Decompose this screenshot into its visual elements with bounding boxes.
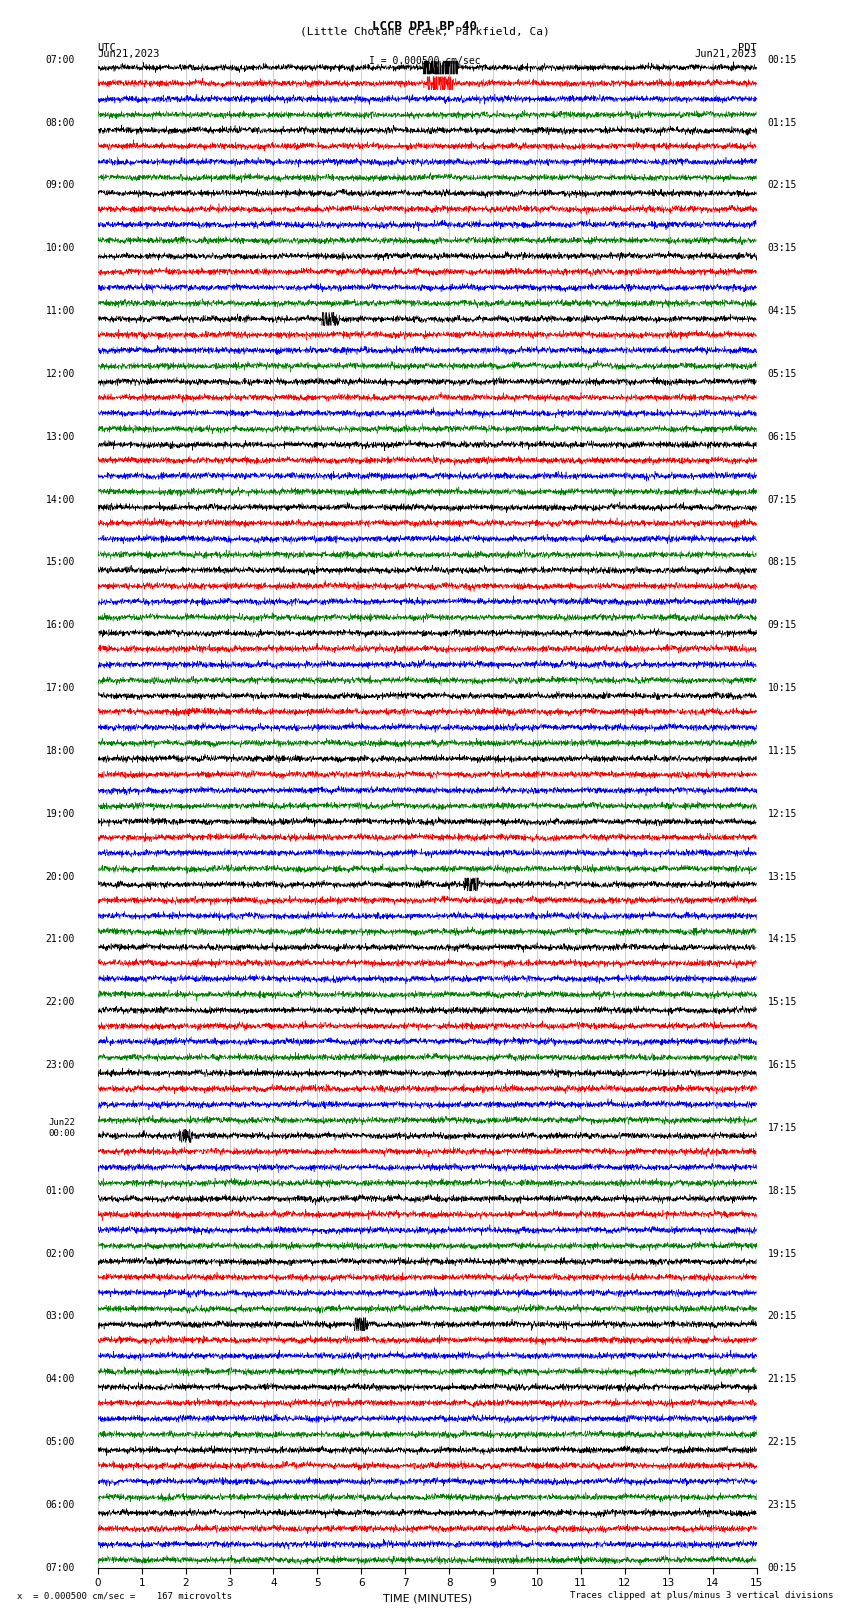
Text: 19:15: 19:15 <box>768 1248 796 1258</box>
Text: Traces clipped at plus/minus 3 vertical divisions: Traces clipped at plus/minus 3 vertical … <box>570 1590 833 1600</box>
Text: 17:00: 17:00 <box>46 682 75 694</box>
Text: 14:00: 14:00 <box>46 495 75 505</box>
Text: 01:15: 01:15 <box>768 118 796 127</box>
Text: 23:00: 23:00 <box>46 1060 75 1069</box>
Text: 19:00: 19:00 <box>46 808 75 819</box>
Text: 22:00: 22:00 <box>46 997 75 1007</box>
Text: 13:15: 13:15 <box>768 871 796 882</box>
Text: 17:15: 17:15 <box>768 1123 796 1132</box>
Text: 05:00: 05:00 <box>46 1437 75 1447</box>
Text: UTC: UTC <box>98 44 116 53</box>
Text: 11:00: 11:00 <box>46 306 75 316</box>
Text: 07:00: 07:00 <box>46 1563 75 1573</box>
Text: 07:00: 07:00 <box>46 55 75 65</box>
Text: 00:15: 00:15 <box>768 1563 796 1573</box>
Text: 02:00: 02:00 <box>46 1248 75 1258</box>
Text: 11:15: 11:15 <box>768 745 796 756</box>
X-axis label: TIME (MINUTES): TIME (MINUTES) <box>382 1594 472 1603</box>
Text: 12:00: 12:00 <box>46 369 75 379</box>
Text: 14:15: 14:15 <box>768 934 796 945</box>
Text: 18:00: 18:00 <box>46 745 75 756</box>
Text: 02:15: 02:15 <box>768 181 796 190</box>
Text: 10:15: 10:15 <box>768 682 796 694</box>
Text: 21:00: 21:00 <box>46 934 75 945</box>
Text: 13:00: 13:00 <box>46 432 75 442</box>
Text: x  = 0.000500 cm/sec =    167 microvolts: x = 0.000500 cm/sec = 167 microvolts <box>17 1590 232 1600</box>
Text: I = 0.000500 cm/sec: I = 0.000500 cm/sec <box>369 56 481 66</box>
Text: 00:15: 00:15 <box>768 55 796 65</box>
Text: Jun21,2023: Jun21,2023 <box>694 50 756 60</box>
Text: 20:15: 20:15 <box>768 1311 796 1321</box>
Text: 05:15: 05:15 <box>768 369 796 379</box>
Text: Jun21,2023: Jun21,2023 <box>98 50 161 60</box>
Text: 15:00: 15:00 <box>46 558 75 568</box>
Text: 03:00: 03:00 <box>46 1311 75 1321</box>
Text: 18:15: 18:15 <box>768 1186 796 1195</box>
Text: 20:00: 20:00 <box>46 871 75 882</box>
Text: 16:15: 16:15 <box>768 1060 796 1069</box>
Text: 06:15: 06:15 <box>768 432 796 442</box>
Text: (Little Cholane Creek, Parkfield, Ca): (Little Cholane Creek, Parkfield, Ca) <box>300 26 550 37</box>
Text: 23:15: 23:15 <box>768 1500 796 1510</box>
Text: 22:15: 22:15 <box>768 1437 796 1447</box>
Text: Jun22
00:00: Jun22 00:00 <box>48 1118 75 1137</box>
Text: PDT: PDT <box>738 44 756 53</box>
Text: 04:15: 04:15 <box>768 306 796 316</box>
Text: 15:15: 15:15 <box>768 997 796 1007</box>
Text: 10:00: 10:00 <box>46 244 75 253</box>
Text: 06:00: 06:00 <box>46 1500 75 1510</box>
Text: 08:00: 08:00 <box>46 118 75 127</box>
Text: 07:15: 07:15 <box>768 495 796 505</box>
Text: 03:15: 03:15 <box>768 244 796 253</box>
Text: LCCB DP1 BP 40: LCCB DP1 BP 40 <box>372 19 478 34</box>
Text: 16:00: 16:00 <box>46 621 75 631</box>
Text: 12:15: 12:15 <box>768 808 796 819</box>
Text: 21:15: 21:15 <box>768 1374 796 1384</box>
Text: 04:00: 04:00 <box>46 1374 75 1384</box>
Text: 08:15: 08:15 <box>768 558 796 568</box>
Text: 09:00: 09:00 <box>46 181 75 190</box>
Text: 09:15: 09:15 <box>768 621 796 631</box>
Text: 01:00: 01:00 <box>46 1186 75 1195</box>
